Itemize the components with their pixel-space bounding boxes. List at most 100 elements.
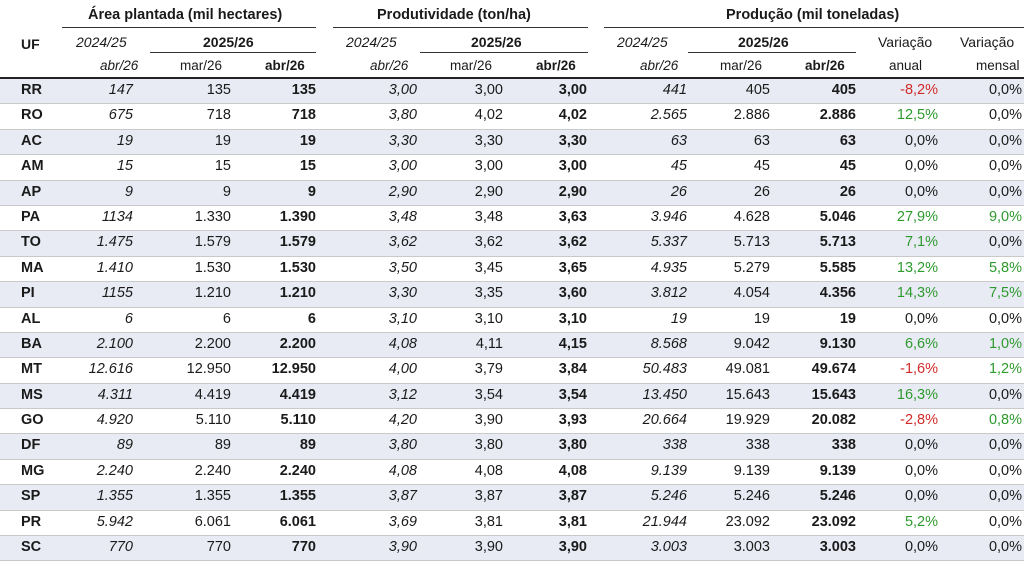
prod-month-mar: mar/26 — [450, 58, 493, 73]
var-anual-cell: 0,0% — [904, 462, 938, 479]
producao-prev-cell: 20.664 — [642, 412, 687, 429]
uf-cell: PI — [21, 285, 35, 302]
prod-abr-cell: 3,54 — [558, 386, 587, 403]
prod-abr-cell: 3,65 — [558, 259, 587, 276]
area-abr-cell: 4.419 — [279, 386, 316, 403]
area-abr-cell: 1.530 — [279, 259, 316, 276]
var-mensal-cell: 0,0% — [988, 488, 1022, 505]
prod-month-prev: abr/26 — [370, 58, 409, 73]
area-abr-cell: 2.240 — [279, 462, 316, 479]
producao-prev-cell: 5.337 — [650, 234, 687, 251]
area-mar-cell: 1.330 — [194, 208, 231, 225]
producao-prev-cell: 441 — [662, 82, 687, 98]
header-divider — [0, 77, 1024, 79]
area-abr-cell: 19 — [299, 132, 316, 149]
table-row: PI 1155 1.210 1.210 3,30 3,35 3,60 3.812 4.054 4.… — [0, 282, 1024, 308]
var-anual-cell: 0,0% — [904, 539, 938, 556]
var-anual-cell: 0,0% — [904, 310, 938, 327]
producao-abr-cell: 405 — [831, 82, 856, 98]
producao-abr-cell: 338 — [831, 437, 856, 454]
producao-prev-cell: 19 — [670, 310, 687, 327]
table-row: SP 1.355 1.355 1.355 3,87 3,87 3,87 5.246 5.246 5… — [0, 485, 1024, 511]
prod-group-rule — [333, 27, 588, 28]
prod-abr-cell: 2,90 — [558, 183, 587, 200]
area-mar-cell: 1.210 — [194, 285, 231, 302]
prod-prev-cell: 3,00 — [388, 158, 417, 175]
prod-mar-cell: 3,79 — [474, 361, 503, 378]
prod-mar-cell: 4,08 — [474, 462, 503, 479]
area-abr-cell: 1.210 — [279, 285, 316, 302]
area-prev-cell: 6 — [124, 310, 133, 327]
producao-abr-cell: 5.046 — [819, 208, 856, 225]
prod-prev-cell: 3,00 — [388, 82, 417, 98]
table-header: UF Área plantada (mil hectares) 2024/25 … — [0, 0, 1024, 78]
area-prev-cell: 2.240 — [96, 462, 133, 479]
prod-abr-cell: 3,30 — [558, 132, 587, 149]
producao-year-curr: 2025/26 — [738, 34, 789, 50]
producao-abr-cell: 9.139 — [819, 462, 856, 479]
var-anual-cell: -2,8% — [900, 412, 938, 429]
var-anual-cell: 0,0% — [904, 437, 938, 454]
area-mar-cell: 2.200 — [194, 335, 231, 352]
var-mensal-cell: 9,0% — [988, 208, 1022, 225]
uf-cell: MT — [21, 361, 42, 378]
producao-abr-cell: 45 — [839, 158, 856, 175]
producao-abr-cell: 63 — [839, 132, 856, 149]
area-month-abr: abr/26 — [265, 58, 305, 73]
prod-prev-cell: 3,80 — [388, 437, 417, 454]
producao-prev-cell: 63 — [670, 132, 687, 149]
var-anual-cell: 6,6% — [904, 335, 938, 352]
area-mar-cell: 15 — [214, 158, 231, 175]
prod-abr-cell: 3,60 — [558, 285, 587, 302]
prod-prev-cell: 4,08 — [388, 462, 417, 479]
area-mar-cell: 718 — [206, 107, 231, 124]
table-row: GO 4.920 5.110 5.110 4,20 3,90 3,93 20.664 19.92… — [0, 409, 1024, 435]
prod-mar-cell: 3,30 — [474, 132, 503, 149]
uf-cell: MS — [21, 386, 43, 403]
producao-prev-cell: 21.944 — [642, 513, 687, 530]
table-row: AL 6 6 6 3,10 3,10 3,10 19 19 19 0,0% 0,0% — [0, 308, 1024, 333]
var-mensal-cell: 0,0% — [988, 539, 1022, 556]
var-mensal-cell: 5,8% — [988, 259, 1022, 276]
table-row: MA 1.410 1.530 1.530 3,50 3,45 3,65 4.935 5.279 5… — [0, 257, 1024, 283]
prod-abr-cell: 3,80 — [558, 437, 587, 454]
area-prev-cell: 1134 — [101, 208, 133, 225]
producao-mar-cell: 5.279 — [733, 259, 770, 276]
area-prev-cell: 1155 — [101, 285, 133, 302]
prod-mar-cell: 3,54 — [474, 386, 503, 403]
producao-prev-cell: 9.139 — [650, 462, 687, 479]
prod-abr-cell: 3,62 — [558, 234, 587, 251]
prod-mar-cell: 3,35 — [474, 285, 503, 302]
area-prev-cell: 12.616 — [88, 361, 133, 378]
uf-cell: DF — [21, 437, 41, 454]
producao-abr-cell: 5.246 — [819, 488, 856, 505]
prod-mar-cell: 3,90 — [474, 539, 503, 556]
producao-month-prev: abr/26 — [640, 58, 679, 73]
var-mensal-cell: 0,0% — [988, 513, 1022, 530]
uf-header: UF — [21, 36, 40, 52]
producao-abr-cell: 26 — [839, 183, 856, 200]
prod-abr-cell: 3,90 — [558, 539, 587, 556]
producao-abr-cell: 49.674 — [811, 361, 856, 378]
var-mensal-cell: 0,0% — [988, 386, 1022, 403]
producao-mar-cell: 19.929 — [725, 412, 770, 429]
producao-mar-cell: 23.092 — [725, 513, 770, 530]
prod-mar-cell: 4,02 — [474, 107, 503, 124]
table-row: AM 15 15 15 3,00 3,00 3,00 45 45 45 0,0% 0,0% — [0, 155, 1024, 181]
prod-prev-cell: 3,48 — [388, 208, 417, 225]
area-abr-cell: 15 — [299, 158, 316, 175]
producao-mar-cell: 9.042 — [733, 335, 770, 352]
prod-prev-cell: 3,12 — [388, 386, 417, 403]
var-mensal-label-2: mensal — [976, 58, 1020, 73]
prod-year-curr: 2025/26 — [471, 34, 522, 50]
area-abr-cell: 1.579 — [279, 234, 316, 251]
producao-abr-cell: 9.130 — [819, 335, 856, 352]
var-anual-cell: 13,2% — [896, 259, 938, 276]
var-mensal-cell: 0,0% — [988, 158, 1022, 175]
var-mensal-cell: 0,0% — [988, 437, 1022, 454]
area-month-mar: mar/26 — [180, 58, 223, 73]
prod-prev-cell: 3,69 — [388, 513, 417, 530]
var-mensal-cell: 0,0% — [988, 234, 1022, 251]
prod-prev-cell: 3,87 — [388, 488, 417, 505]
area-abr-cell: 5.110 — [280, 412, 317, 429]
